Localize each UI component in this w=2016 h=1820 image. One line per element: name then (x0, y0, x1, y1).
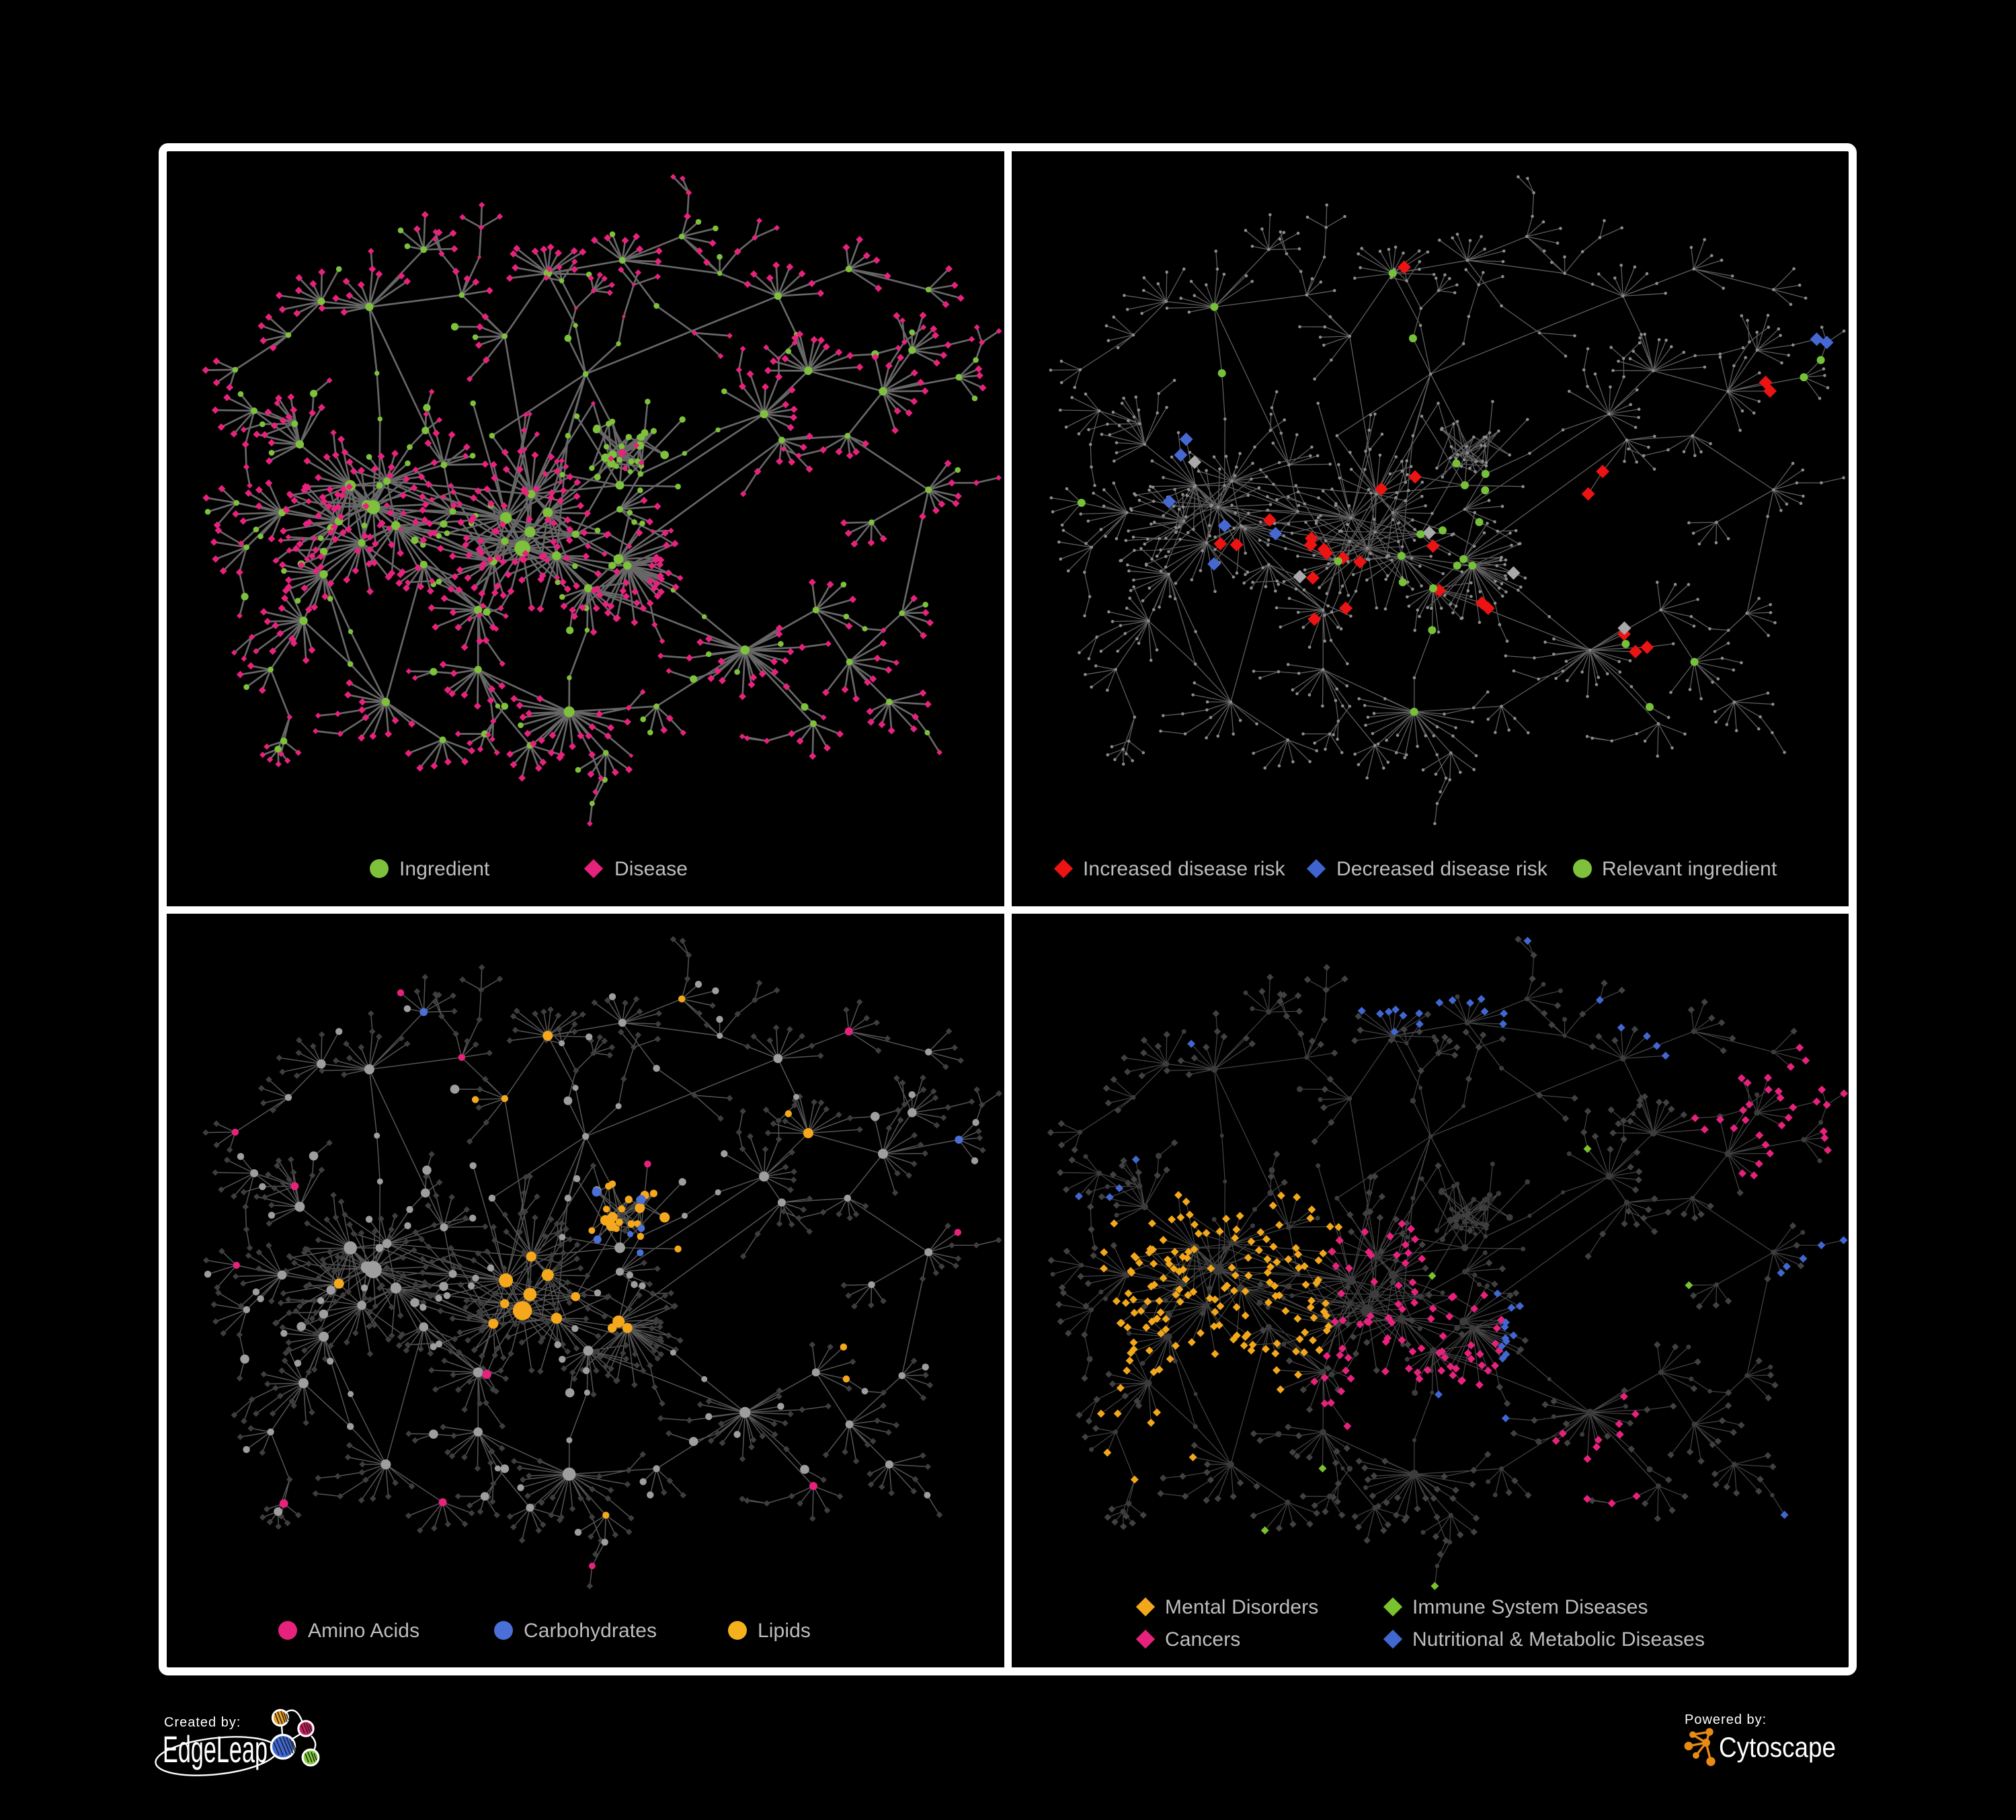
svg-text:Created by:: Created by: (164, 1715, 241, 1730)
svg-text:Powered by:: Powered by: (1685, 1712, 1767, 1727)
svg-text:EdgeLeap: EdgeLeap (163, 1728, 268, 1770)
svg-text:Cytoscape: Cytoscape (1719, 1731, 1836, 1763)
